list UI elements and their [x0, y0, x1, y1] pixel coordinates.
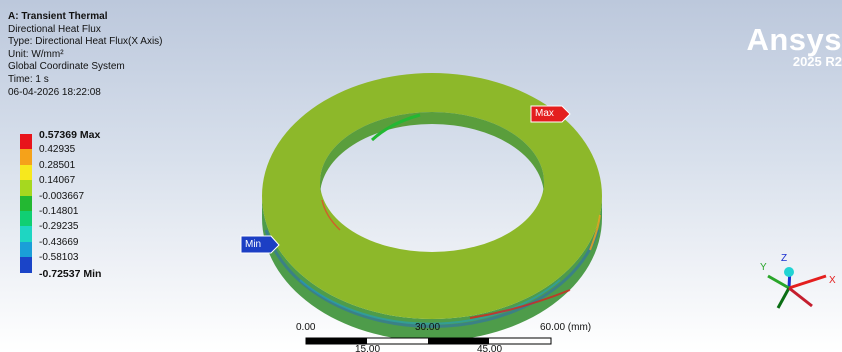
triad-y-label: Y: [760, 262, 767, 273]
max-probe[interactable]: [530, 105, 571, 123]
analysis-system-title: A: Transient Thermal: [8, 11, 108, 22]
legend-value-label: -0.14801: [39, 205, 79, 217]
result-name: Directional Heat Flux: [8, 23, 101, 35]
legend-swatch: [20, 226, 32, 242]
legend-value-label: -0.29235: [39, 221, 79, 233]
result-unit: Unit: W/mm²: [8, 48, 64, 60]
legend-value-label: 0.14067: [39, 175, 76, 187]
scale-label: 45.00: [477, 344, 503, 352]
legend-swatch: [20, 195, 32, 211]
triad-z-label: Z: [781, 253, 788, 264]
ring-top-face[interactable]: [262, 73, 602, 319]
legend-swatch: [20, 257, 32, 273]
scale-label: 0.00: [296, 322, 316, 333]
min-probe-label[interactable]: Min: [245, 239, 262, 250]
legend-max-label: 0.57369 Max: [39, 129, 101, 141]
scale-bar: [305, 337, 552, 345]
min-probe[interactable]: [240, 235, 280, 254]
brand-version: 2025 R2: [792, 54, 842, 69]
legend-min-label: -0.72537 Min: [39, 267, 102, 280]
ansys-logo: Ansys 2025 R2: [746, 22, 842, 69]
legend-value-label: -0.43669: [39, 236, 79, 248]
ring-inner-wall[interactable]: [320, 112, 544, 196]
ring-outer-side[interactable]: [262, 196, 602, 341]
scale-label: 60.00 (mm): [540, 322, 592, 333]
legend-swatch: [20, 164, 32, 181]
result-time: Time: 1 s: [8, 73, 49, 85]
washer-model[interactable]: [262, 73, 602, 341]
legend-swatch: [20, 149, 32, 165]
scale-label: 15.00: [355, 344, 381, 352]
brand-name: Ansys: [746, 22, 842, 57]
legend-swatch: [20, 134, 32, 150]
coordinate-triad[interactable]: [767, 267, 827, 309]
result-info-panel: A: Transient Thermal Directional Heat Fl…: [8, 11, 163, 99]
legend-value-label: -0.003667: [39, 190, 85, 202]
triad-x-label: X: [829, 275, 836, 286]
legend-value-label: 0.28501: [39, 159, 76, 171]
result-date: 06-04-2026 18:22:08: [8, 86, 101, 98]
coordinate-system: Global Coordinate System: [8, 61, 125, 73]
scale-label: 30.00: [415, 322, 441, 333]
max-probe-label[interactable]: Max: [535, 108, 554, 119]
result-type: Type: Directional Heat Flux(X Axis): [8, 36, 163, 48]
legend-swatch: [20, 180, 32, 196]
legend-value-label: 0.42935: [39, 144, 76, 156]
legend-value-label: -0.58103: [39, 252, 79, 264]
legend-swatch: [20, 241, 32, 258]
legend-swatch: [20, 210, 32, 227]
